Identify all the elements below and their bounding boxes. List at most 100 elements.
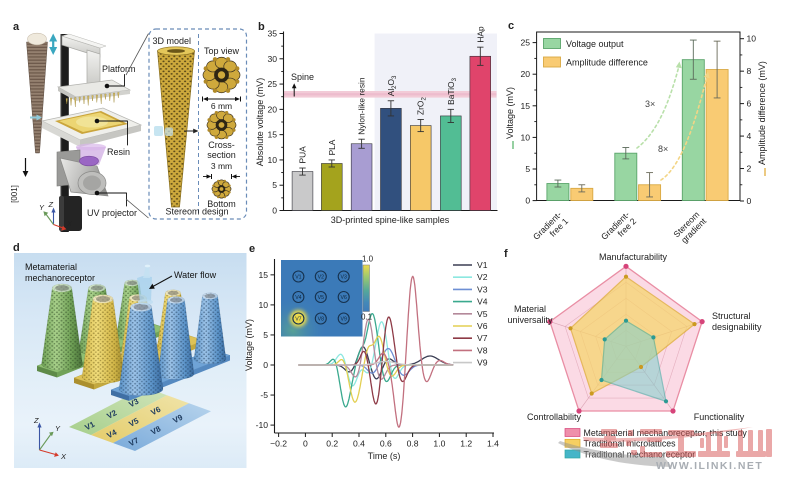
svg-text:25: 25 xyxy=(521,38,531,48)
svg-text:f: f xyxy=(504,248,508,260)
svg-text:0.8: 0.8 xyxy=(407,439,419,449)
svg-text:section: section xyxy=(207,150,236,160)
svg-text:4: 4 xyxy=(747,131,752,141)
svg-text:Traditional mechanoreceptor: Traditional mechanoreceptor xyxy=(584,449,696,459)
svg-text:V1: V1 xyxy=(477,260,488,270)
svg-text:5: 5 xyxy=(272,180,277,190)
svg-text:V2: V2 xyxy=(105,408,118,421)
svg-text:Voltage (mV): Voltage (mV) xyxy=(505,87,515,139)
svg-text:0: 0 xyxy=(263,360,268,370)
svg-text:Cross-: Cross- xyxy=(208,140,235,150)
svg-text:X: X xyxy=(66,219,73,228)
svg-text:V6: V6 xyxy=(477,321,488,331)
svg-text:20: 20 xyxy=(521,69,531,79)
svg-text:-5: -5 xyxy=(260,390,268,400)
svg-text:Absolute voltage (mV): Absolute voltage (mV) xyxy=(255,78,265,167)
svg-text:d: d xyxy=(13,242,20,254)
svg-text:0.2: 0.2 xyxy=(326,439,338,449)
svg-text:e: e xyxy=(249,243,255,255)
svg-text:Amplitude difference: Amplitude difference xyxy=(566,57,648,67)
svg-text:Structural: Structural xyxy=(712,311,751,321)
svg-text:designability: designability xyxy=(712,322,762,332)
svg-text:V8: V8 xyxy=(318,317,324,323)
svg-text:10: 10 xyxy=(521,132,531,142)
svg-text:PUA: PUA xyxy=(298,146,308,164)
svg-text:Voltage output: Voltage output xyxy=(566,39,624,49)
svg-text:V6: V6 xyxy=(341,295,347,301)
svg-text:-10: -10 xyxy=(256,420,269,430)
svg-text:V9: V9 xyxy=(341,317,347,323)
svg-text:Nylon-like resin: Nylon-like resin xyxy=(357,77,367,135)
svg-text:V9: V9 xyxy=(171,412,184,425)
svg-text:10: 10 xyxy=(747,34,757,44)
svg-text:a: a xyxy=(13,21,20,33)
svg-text:mechanoreceptor: mechanoreceptor xyxy=(25,273,95,283)
svg-text:6 mm: 6 mm xyxy=(211,101,232,111)
svg-text:3D-printed spine-like samples: 3D-printed spine-like samples xyxy=(331,215,450,225)
svg-text:0: 0 xyxy=(272,206,277,216)
svg-text:UV projector: UV projector xyxy=(87,208,137,218)
svg-text:V8: V8 xyxy=(149,424,162,437)
svg-text:5: 5 xyxy=(525,164,530,174)
svg-text:V7: V7 xyxy=(295,317,301,323)
svg-text:8×: 8× xyxy=(658,144,668,154)
svg-text:Time (s): Time (s) xyxy=(368,451,401,461)
svg-text:0.4: 0.4 xyxy=(353,439,365,449)
svg-text:Al2O3: Al2O3 xyxy=(386,75,398,96)
svg-text:ZrO2: ZrO2 xyxy=(416,97,428,115)
svg-text:BaTiO3: BaTiO3 xyxy=(446,77,458,104)
svg-text:Functionality: Functionality xyxy=(694,412,745,422)
svg-text:10: 10 xyxy=(267,155,277,165)
svg-text:Platform: Platform xyxy=(102,64,136,74)
svg-text:Manufacturability: Manufacturability xyxy=(599,252,668,262)
svg-text:Metamaterial mechanoreceptor,: Metamaterial mechanoreceptor, this study xyxy=(584,428,748,438)
svg-text:Bottom: Bottom xyxy=(207,199,236,209)
svg-text:30: 30 xyxy=(267,54,277,64)
svg-text:V5: V5 xyxy=(127,416,140,429)
svg-text:0: 0 xyxy=(303,439,308,449)
svg-text:V3: V3 xyxy=(341,275,347,281)
svg-text:V9: V9 xyxy=(477,358,488,368)
svg-text:PLA: PLA xyxy=(327,139,337,155)
svg-text:V5: V5 xyxy=(477,309,488,319)
svg-text:Resin: Resin xyxy=(107,147,130,157)
svg-text:0: 0 xyxy=(525,196,530,206)
svg-text:1.0: 1.0 xyxy=(362,255,374,264)
svg-text:25: 25 xyxy=(267,79,277,89)
svg-text:35: 35 xyxy=(267,29,277,39)
svg-text:V6: V6 xyxy=(149,404,162,417)
svg-text:V8: V8 xyxy=(477,345,488,355)
svg-text:0.6: 0.6 xyxy=(380,439,392,449)
svg-text:15: 15 xyxy=(258,270,268,280)
svg-text:3D model: 3D model xyxy=(153,36,192,46)
svg-text:Top view: Top view xyxy=(204,46,240,56)
svg-text:Water flow: Water flow xyxy=(174,270,217,280)
svg-text:b: b xyxy=(258,21,265,33)
svg-text:V4: V4 xyxy=(105,427,118,440)
svg-text:Y: Y xyxy=(39,203,45,212)
svg-text:WWW.ILINKI.NET: WWW.ILINKI.NET xyxy=(656,460,763,472)
svg-text:V1: V1 xyxy=(83,419,96,432)
svg-text:15: 15 xyxy=(521,101,531,111)
svg-text:15: 15 xyxy=(267,130,277,140)
svg-text:Y: Y xyxy=(55,424,61,433)
svg-text:6: 6 xyxy=(747,99,752,109)
svg-text:Z: Z xyxy=(48,200,54,209)
svg-text:[001]: [001] xyxy=(10,185,19,203)
svg-text:0.1: 0.1 xyxy=(361,313,373,322)
svg-text:2: 2 xyxy=(747,164,752,174)
svg-text:Controllability: Controllability xyxy=(527,412,582,422)
svg-text:V5: V5 xyxy=(318,295,324,301)
svg-text:Voltage (mV): Voltage (mV) xyxy=(244,319,254,371)
svg-text:20: 20 xyxy=(267,104,277,114)
svg-text:Metamaterial: Metamaterial xyxy=(25,262,77,272)
svg-text:8: 8 xyxy=(747,66,752,76)
svg-text:V3: V3 xyxy=(477,284,488,294)
svg-text:universality: universality xyxy=(507,315,553,325)
svg-text:Stereom design: Stereom design xyxy=(165,207,228,217)
svg-text:Spine: Spine xyxy=(291,72,314,82)
svg-text:3 mm: 3 mm xyxy=(211,161,232,171)
svg-text:0: 0 xyxy=(747,196,752,206)
svg-text:V4: V4 xyxy=(295,295,301,301)
svg-text:3×: 3× xyxy=(645,99,655,109)
